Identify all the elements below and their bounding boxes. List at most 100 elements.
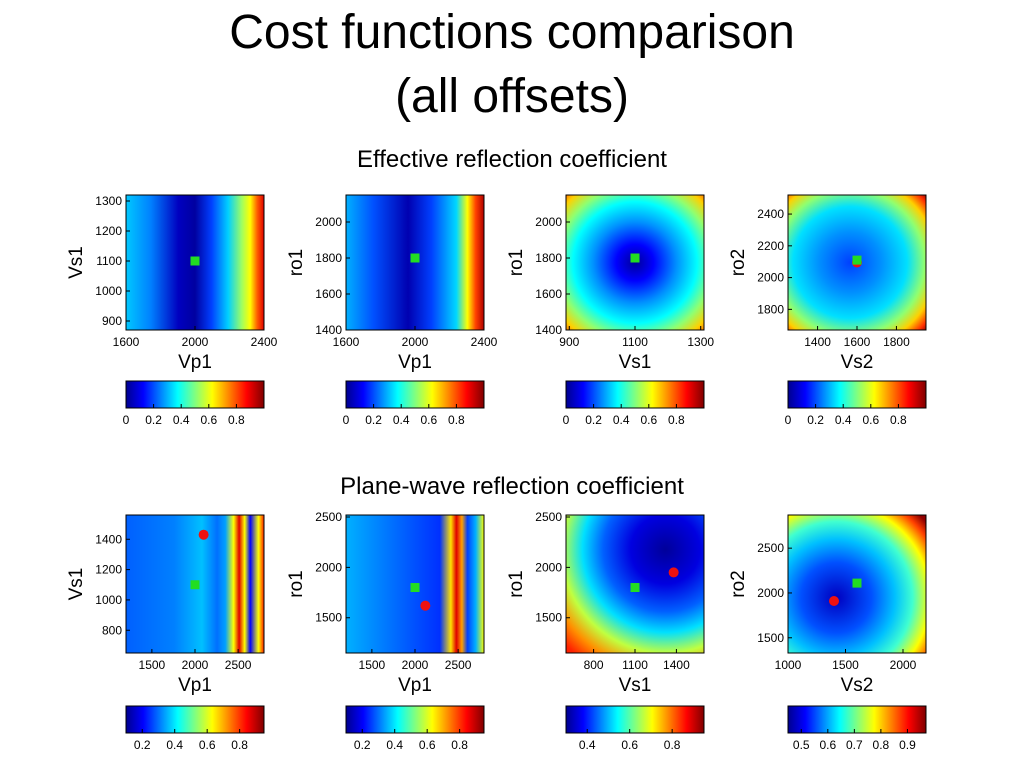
colorbar-tick-label-8-5: 0.9 bbox=[899, 738, 916, 752]
colorbar-2 bbox=[345, 380, 485, 409]
colorbar-tick-label-7-1: 0.4 bbox=[579, 738, 596, 752]
estimate-circle-marker-7 bbox=[668, 567, 679, 578]
colorbar-1 bbox=[125, 380, 265, 409]
estimate-circle-marker-5 bbox=[198, 529, 209, 540]
colorbar-tick-label-2-1: 0 bbox=[343, 413, 350, 427]
x-tick-label-6-1: 1500 bbox=[359, 658, 386, 672]
true-value-square-marker-5 bbox=[190, 580, 200, 590]
x-tick-label-7-2: 1100 bbox=[622, 658, 648, 672]
y-axis-label-2: ro1 bbox=[286, 249, 307, 276]
colorbar-tick-label-3-5: 0.8 bbox=[668, 413, 685, 427]
page-title-line-2: (all offsets) bbox=[395, 70, 629, 123]
x-tick-label-3-3: 1300 bbox=[687, 335, 714, 349]
y-tick-label-7-3: 2500 bbox=[535, 510, 562, 524]
x-tick-label-2-2: 2000 bbox=[402, 335, 429, 349]
y-tick-label-4-3: 2200 bbox=[757, 239, 784, 253]
colorbar-tick-label-3-2: 0.2 bbox=[585, 413, 602, 427]
colorbar-tick-label-3-3: 0.4 bbox=[613, 413, 630, 427]
true-value-square-marker-1 bbox=[190, 256, 200, 266]
x-tick-label-5-3: 2500 bbox=[225, 658, 252, 672]
y-tick-label-5-3: 1200 bbox=[95, 563, 122, 577]
y-tick-label-1-5: 1300 bbox=[95, 194, 122, 208]
x-tick-label-3-1: 900 bbox=[559, 335, 579, 349]
y-tick-label-3-1: 1400 bbox=[535, 323, 562, 337]
true-value-square-marker-3 bbox=[630, 253, 640, 263]
colorbar-tick-label-2-4: 0.6 bbox=[420, 413, 437, 427]
colorbar-tick-label-3-1: 0 bbox=[563, 413, 570, 427]
x-tick-label-5-1: 1500 bbox=[139, 658, 166, 672]
x-axis-label-7: Vs1 bbox=[619, 675, 652, 696]
y-axis-label-3: ro1 bbox=[506, 249, 527, 276]
colorbar-tick-label-1-4: 0.6 bbox=[200, 413, 217, 427]
y-tick-label-8-1: 1500 bbox=[757, 631, 784, 645]
colorbar-tick-label-5-1: 0.2 bbox=[134, 738, 151, 752]
colorbar-tick-label-8-3: 0.7 bbox=[846, 738, 863, 752]
true-value-square-marker-6 bbox=[410, 583, 420, 593]
x-axis-label-2: Vp1 bbox=[398, 352, 432, 373]
x-tick-label-5-2: 2000 bbox=[182, 658, 209, 672]
y-tick-label-5-1: 800 bbox=[102, 623, 122, 637]
y-tick-label-3-4: 2000 bbox=[535, 215, 562, 229]
colorbar-tick-label-4-3: 0.4 bbox=[835, 413, 852, 427]
x-tick-label-6-2: 2000 bbox=[402, 658, 429, 672]
x-axis-label-3: Vs1 bbox=[619, 352, 652, 373]
colorbar-tick-label-4-1: 0 bbox=[785, 413, 792, 427]
y-axis-label-8: ro2 bbox=[728, 570, 749, 597]
true-value-square-marker-4 bbox=[852, 255, 862, 265]
y-tick-label-2-1: 1400 bbox=[315, 323, 342, 337]
colorbar-tick-label-5-3: 0.6 bbox=[199, 738, 216, 752]
y-tick-label-8-3: 2500 bbox=[757, 541, 784, 555]
colorbar-tick-label-7-3: 0.8 bbox=[664, 738, 681, 752]
y-tick-label-2-3: 1800 bbox=[315, 251, 342, 265]
y-tick-label-6-2: 2000 bbox=[315, 560, 342, 574]
x-axis-label-8: Vs2 bbox=[841, 675, 874, 696]
x-axis-label-1: Vp1 bbox=[178, 352, 212, 373]
colorbar-tick-label-4-4: 0.6 bbox=[862, 413, 879, 427]
x-axis-label-5: Vp1 bbox=[178, 675, 212, 696]
x-tick-label-1-3: 2400 bbox=[251, 335, 278, 349]
true-value-square-marker-7 bbox=[630, 583, 640, 593]
colorbar-tick-label-1-2: 0.2 bbox=[145, 413, 162, 427]
colorbar-8 bbox=[787, 705, 927, 734]
x-tick-label-4-1: 1400 bbox=[804, 335, 831, 349]
y-tick-label-5-4: 1400 bbox=[95, 532, 122, 546]
colorbar-6 bbox=[345, 705, 485, 734]
colorbar-tick-label-1-1: 0 bbox=[123, 413, 130, 427]
colorbar-tick-label-5-4: 0.8 bbox=[231, 738, 248, 752]
colorbar-tick-label-1-3: 0.4 bbox=[173, 413, 190, 427]
x-tick-label-1-1: 1600 bbox=[113, 335, 140, 349]
y-tick-label-3-3: 1800 bbox=[535, 251, 562, 265]
page-title-line-1: Cost functions comparison bbox=[229, 6, 795, 59]
x-tick-label-7-3: 1400 bbox=[663, 658, 690, 672]
colorbar-tick-label-6-4: 0.8 bbox=[451, 738, 468, 752]
x-axis-label-4: Vs2 bbox=[841, 352, 874, 373]
x-tick-label-2-1: 1600 bbox=[333, 335, 360, 349]
y-tick-label-2-4: 2000 bbox=[315, 215, 342, 229]
y-tick-label-6-3: 2500 bbox=[315, 510, 342, 524]
colorbar-tick-label-6-1: 0.2 bbox=[354, 738, 371, 752]
true-value-square-marker-2 bbox=[410, 253, 420, 263]
plot-frame-8 bbox=[787, 514, 927, 654]
y-tick-label-7-2: 2000 bbox=[535, 560, 562, 574]
x-tick-label-2-3: 2400 bbox=[471, 335, 498, 349]
y-tick-label-5-2: 1000 bbox=[95, 593, 122, 607]
y-tick-label-1-2: 1000 bbox=[95, 284, 122, 298]
colorbar-tick-label-6-3: 0.6 bbox=[419, 738, 436, 752]
x-tick-label-8-2: 1500 bbox=[832, 658, 859, 672]
colorbar-tick-label-7-2: 0.6 bbox=[621, 738, 638, 752]
colorbar-tick-label-2-2: 0.2 bbox=[365, 413, 382, 427]
estimate-circle-marker-8 bbox=[829, 596, 839, 607]
x-tick-label-3-2: 1100 bbox=[622, 335, 648, 349]
y-axis-label-4: ro2 bbox=[728, 249, 749, 276]
colorbar-tick-label-5-2: 0.4 bbox=[166, 738, 183, 752]
y-axis-label-1: Vs1 bbox=[66, 246, 87, 279]
y-axis-label-6: ro1 bbox=[286, 570, 307, 597]
y-tick-label-6-1: 1500 bbox=[315, 611, 342, 625]
y-axis-label-5: Vs1 bbox=[66, 568, 87, 601]
colorbar-tick-label-2-3: 0.4 bbox=[393, 413, 410, 427]
colorbar-tick-label-6-2: 0.4 bbox=[386, 738, 403, 752]
colorbar-7 bbox=[565, 705, 705, 734]
section-title-plane-wave: Plane-wave reflection coefficient bbox=[340, 473, 684, 500]
colorbar-tick-label-2-5: 0.8 bbox=[448, 413, 465, 427]
